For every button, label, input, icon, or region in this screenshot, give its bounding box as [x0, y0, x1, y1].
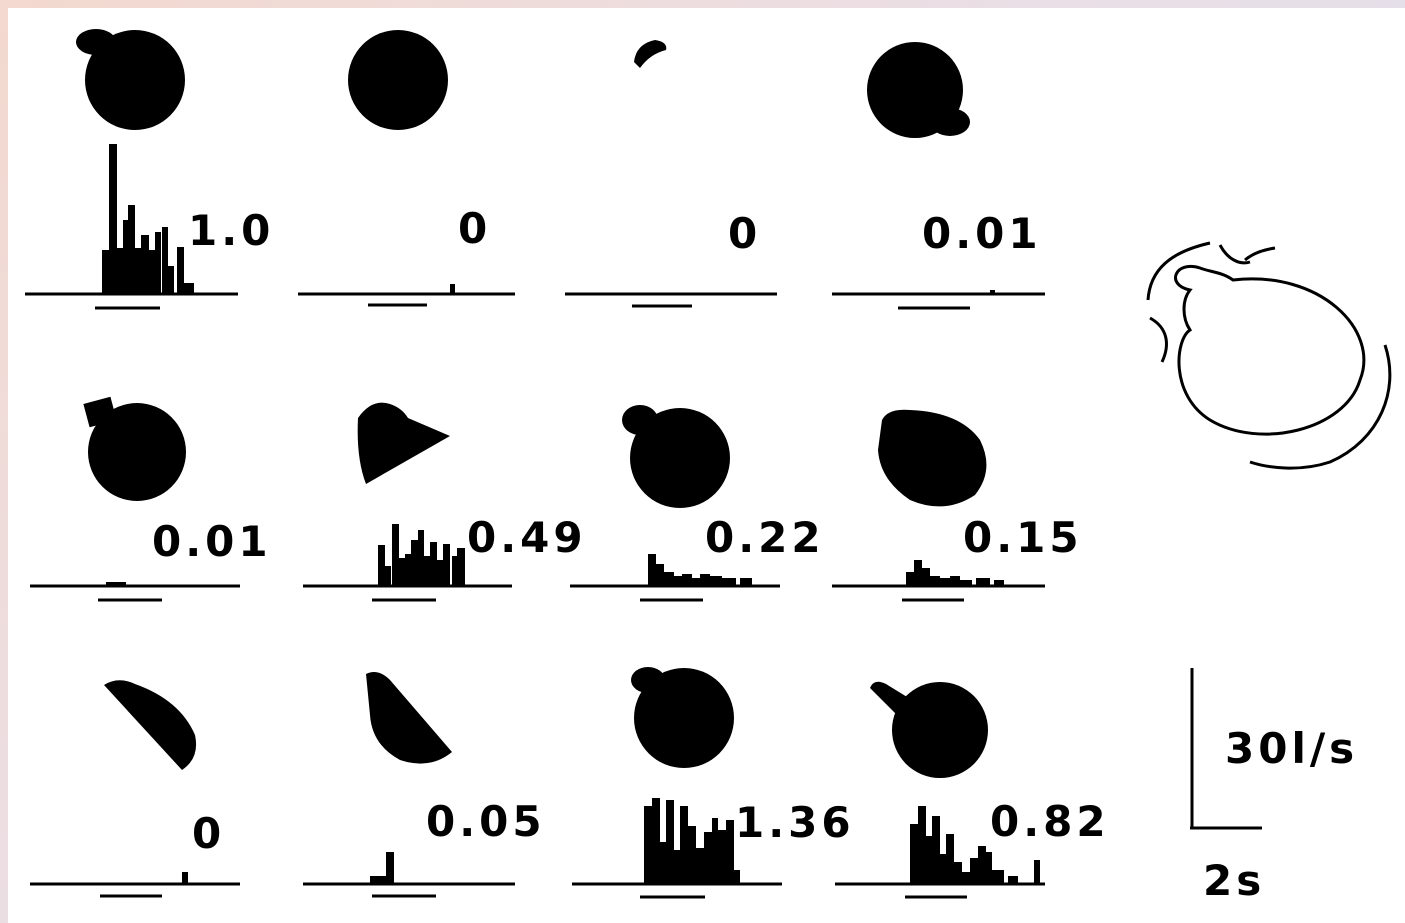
response-value: 0.82 — [990, 797, 1110, 846]
panel-2: 0 — [298, 30, 515, 307]
stimulus-shape — [104, 680, 197, 770]
histogram — [910, 806, 1040, 884]
panel-5: 0.01 — [30, 396, 272, 602]
stimulus-shape — [634, 40, 667, 68]
histogram — [182, 872, 188, 884]
histogram — [102, 144, 194, 294]
stimulus-shape — [366, 672, 452, 764]
stimulus-shape — [867, 42, 970, 138]
panel-11: 1.36 — [572, 667, 855, 899]
stimulus-shape — [878, 409, 987, 507]
response-value: 0 — [458, 204, 491, 253]
stimulus-shape — [870, 681, 988, 778]
panel-4: 0.01 — [832, 42, 1045, 310]
panel-10: 0.05 — [303, 672, 546, 898]
response-value: 0.22 — [705, 513, 825, 562]
stimulus-shape — [76, 29, 185, 130]
panel-6: 0.49 — [303, 402, 587, 602]
response-value: 1.0 — [188, 206, 274, 255]
stimulus-shape — [357, 402, 450, 484]
stimulus-shape — [348, 30, 448, 130]
response-value: 0.01 — [152, 517, 272, 566]
response-value: 0.49 — [467, 513, 587, 562]
receptive-field-diagram — [1146, 241, 1392, 470]
response-value: 1.36 — [735, 798, 855, 847]
histogram — [370, 852, 394, 884]
histogram — [648, 554, 752, 586]
histogram — [450, 284, 455, 294]
panel-7: 0.22 — [570, 405, 825, 602]
histogram — [906, 560, 1004, 586]
panel-3: 0 — [565, 40, 777, 308]
histogram — [644, 798, 740, 884]
histogram — [990, 290, 995, 294]
response-value: 0.05 — [426, 797, 546, 846]
scale-bar-time-label: 2s — [1203, 856, 1265, 905]
stimulus-shape — [83, 396, 186, 501]
histogram — [106, 582, 126, 586]
panel-8: 0.15 — [832, 409, 1083, 602]
panel-12: 0.82 — [835, 681, 1110, 899]
scale-bar-rate-label: 30l/s — [1225, 724, 1358, 773]
panel-1: 1.0 — [25, 29, 274, 310]
response-value: 0.15 — [963, 513, 1083, 562]
stimulus-shape — [631, 667, 734, 768]
stimulus-shape — [622, 405, 730, 508]
response-value: 0 — [728, 209, 761, 258]
response-value: 0.01 — [922, 209, 1042, 258]
response-value: 0 — [192, 809, 225, 858]
scale-bar: 30l/s 2s — [1190, 668, 1358, 905]
panel-9: 0 — [30, 680, 240, 898]
histogram — [378, 524, 465, 586]
